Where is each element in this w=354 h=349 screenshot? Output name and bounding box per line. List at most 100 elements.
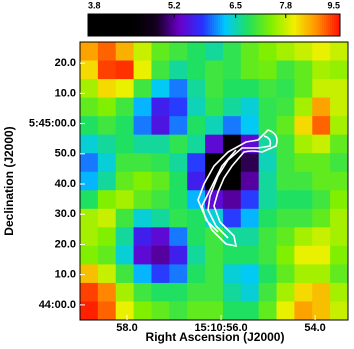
- heatmap-cell: [258, 134, 278, 154]
- heatmap-cell: [240, 282, 260, 302]
- colorbar-segment: [134, 14, 137, 36]
- heatmap-cell: [294, 171, 313, 191]
- heatmap-cell: [151, 116, 170, 136]
- heatmap-cell: [205, 134, 224, 154]
- colorbar-segment: [112, 14, 115, 36]
- heatmap-cell: [115, 134, 135, 154]
- heatmap-cell: [330, 153, 349, 173]
- colorbar-segment: [222, 14, 225, 36]
- heatmap-cell: [205, 227, 224, 247]
- colorbar-segment: [280, 14, 283, 36]
- heatmap-cell: [276, 42, 295, 62]
- colorbar-segment: [326, 14, 329, 36]
- colorbar-segment: [178, 14, 181, 36]
- heatmap-cell: [258, 97, 278, 117]
- colorbar-segment: [240, 14, 243, 36]
- colorbar-segment: [236, 14, 239, 36]
- heatmap-cell: [258, 301, 278, 321]
- colorbar-segment: [212, 14, 215, 36]
- heatmap-cell: [80, 301, 99, 321]
- heatmap-cell: [276, 171, 295, 191]
- heatmap-cell: [80, 171, 99, 191]
- heatmap-cell: [312, 116, 331, 136]
- heatmap-cell: [205, 42, 224, 62]
- heatmap-cell: [330, 116, 349, 136]
- colorbar-segment: [174, 14, 177, 36]
- colorbar-segment: [292, 14, 295, 36]
- heatmap-cell: [151, 227, 170, 247]
- colorbar-segment: [336, 14, 339, 36]
- heatmap-cell: [151, 245, 170, 265]
- heatmap-cell: [330, 282, 349, 302]
- heatmap-cell: [330, 79, 349, 99]
- heatmap-cell: [187, 116, 206, 136]
- colorbar-tick-label: 5.2: [168, 0, 181, 10]
- heatmap-cell: [97, 134, 117, 154]
- heatmap-cell: [240, 134, 260, 154]
- heatmap-cell: [312, 282, 331, 302]
- colorbar-segment: [278, 14, 281, 36]
- x-tick-label: 54.0: [304, 322, 325, 334]
- heatmap-cell: [115, 116, 135, 136]
- heatmap-cell: [330, 190, 349, 210]
- heatmap-cell: [240, 60, 260, 80]
- colorbar-segment: [286, 14, 289, 36]
- colorbar-segment: [152, 14, 155, 36]
- y-tick-label: 10.0: [55, 87, 76, 99]
- colorbar-segment: [166, 14, 169, 36]
- colorbar-segment: [198, 14, 201, 36]
- colorbar-segment: [182, 14, 185, 36]
- heatmap-cell: [115, 171, 135, 191]
- heatmap-cell: [151, 264, 170, 284]
- heatmap-cell: [169, 79, 188, 99]
- colorbar-segment: [206, 14, 209, 36]
- heatmap-cell: [240, 245, 260, 265]
- heatmap-cell: [258, 282, 278, 302]
- x-axis-title: Right Ascension (J2000): [146, 330, 285, 344]
- colorbar-segment: [180, 14, 183, 36]
- heatmap-cell: [80, 227, 99, 247]
- y-tick-label: 40.0: [55, 178, 76, 190]
- heatmap-cell: [80, 153, 99, 173]
- heatmap-cell: [151, 171, 170, 191]
- heatmap-cell: [240, 116, 260, 136]
- colorbar-segment: [218, 14, 221, 36]
- heatmap-cell: [222, 116, 242, 136]
- colorbar-segment: [138, 14, 141, 36]
- heatmap-cell: [97, 190, 117, 210]
- heatmap-cell: [80, 134, 99, 154]
- colorbar-segment: [100, 14, 103, 36]
- colorbar-segment: [304, 14, 307, 36]
- heatmap-cell: [294, 42, 313, 62]
- heatmap-cell: [187, 60, 206, 80]
- heatmap-cell: [294, 190, 313, 210]
- colorbar-segment: [252, 14, 255, 36]
- heatmap-cell: [222, 227, 242, 247]
- colorbar-segment: [90, 14, 93, 36]
- heatmap-cell: [276, 208, 295, 228]
- colorbar-tick-label: 9.5: [327, 0, 340, 10]
- heatmap-cell: [187, 282, 206, 302]
- heatmap-cell: [169, 116, 188, 136]
- heatmap-cell: [240, 208, 260, 228]
- heatmap-cell: [115, 60, 135, 80]
- colorbar-segment: [266, 14, 269, 36]
- heatmap-cell: [169, 208, 188, 228]
- heatmap-cell: [294, 245, 313, 265]
- heatmap-cell: [205, 245, 224, 265]
- colorbar-segment: [334, 14, 337, 36]
- heatmap-cell: [205, 79, 224, 99]
- heatmap-cell: [240, 227, 260, 247]
- colorbar-segment: [124, 14, 127, 36]
- colorbar-segment: [250, 14, 253, 36]
- colorbar-segment: [172, 14, 175, 36]
- heatmap-cell: [240, 79, 260, 99]
- heatmap-cell: [222, 190, 242, 210]
- colorbar-segment: [216, 14, 219, 36]
- colorbar-segment: [160, 14, 163, 36]
- heatmap-cell: [187, 134, 206, 154]
- heatmap-cell: [97, 153, 117, 173]
- y-axis-title: Declination (J2000): [2, 126, 16, 235]
- colorbar-segment: [186, 14, 189, 36]
